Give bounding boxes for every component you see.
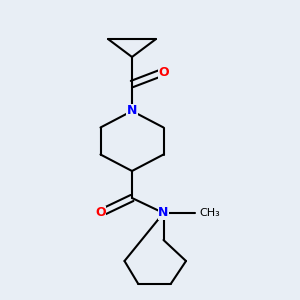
Text: N: N	[158, 206, 169, 220]
Text: N: N	[127, 104, 137, 118]
Text: CH₃: CH₃	[200, 208, 220, 218]
Text: O: O	[158, 65, 169, 79]
Text: O: O	[95, 206, 106, 220]
